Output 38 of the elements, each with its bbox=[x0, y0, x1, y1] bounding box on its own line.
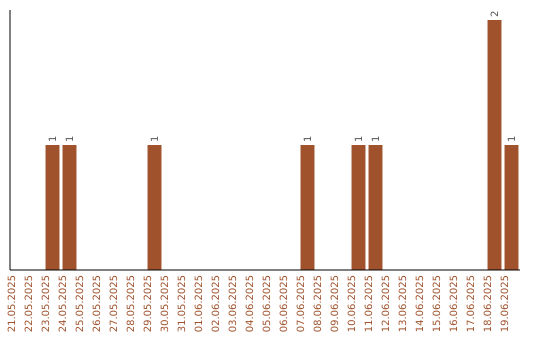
x-tick-label: 24.05.2025 bbox=[58, 275, 69, 332]
x-tick-label: 10.06.2025 bbox=[347, 275, 358, 332]
x-tick-label: 22.05.2025 bbox=[24, 275, 35, 332]
data-label: 1 bbox=[303, 136, 314, 142]
x-tick-label: 05.06.2025 bbox=[262, 275, 273, 332]
data-label: 1 bbox=[371, 136, 382, 142]
data-label: 1 bbox=[150, 136, 161, 142]
x-tick-label: 02.06.2025 bbox=[211, 275, 222, 332]
x-tick-label: 14.06.2025 bbox=[415, 275, 426, 332]
x-tick-label: 08.06.2025 bbox=[313, 275, 324, 332]
x-tick-label: 16.06.2025 bbox=[449, 275, 460, 332]
x-tick-label: 30.05.2025 bbox=[160, 275, 171, 332]
data-label: 1 bbox=[48, 136, 59, 142]
x-tick-label: 06.06.2025 bbox=[279, 275, 290, 332]
x-tick-label: 15.06.2025 bbox=[432, 275, 443, 332]
x-tick-label: 27.05.2025 bbox=[109, 275, 120, 332]
x-tick-label: 26.05.2025 bbox=[92, 275, 103, 332]
data-label: 1 bbox=[354, 136, 365, 142]
x-tick-label: 29.05.2025 bbox=[143, 275, 154, 332]
x-tick-label: 23.05.2025 bbox=[41, 275, 52, 332]
x-tick-label: 28.05.2025 bbox=[126, 275, 137, 332]
x-tick-label: 17.06.2025 bbox=[466, 275, 477, 332]
data-label: 1 bbox=[507, 136, 518, 142]
x-tick-label: 09.06.2025 bbox=[330, 275, 341, 332]
data-label: 2 bbox=[490, 10, 501, 17]
x-tick-label: 31.05.2025 bbox=[177, 275, 188, 332]
x-tick-label: 04.06.2025 bbox=[245, 275, 256, 332]
x-tick-label: 25.05.2025 bbox=[75, 275, 86, 332]
x-tick-label: 01.06.2025 bbox=[194, 275, 205, 332]
x-tick-label: 21.05.2025 bbox=[7, 275, 18, 332]
x-tick-label: 13.06.2025 bbox=[398, 275, 409, 332]
x-tick-label: 03.06.2025 bbox=[228, 275, 239, 332]
x-tick-label: 18.06.2025 bbox=[483, 275, 494, 332]
x-tick-label: 19.06.2025 bbox=[500, 275, 511, 332]
x-tick-label: 12.06.2025 bbox=[381, 275, 392, 332]
data-label: 1 bbox=[65, 136, 76, 142]
x-tick-label: 07.06.2025 bbox=[296, 275, 307, 332]
x-tick-label: 11.06.2025 bbox=[364, 275, 375, 332]
